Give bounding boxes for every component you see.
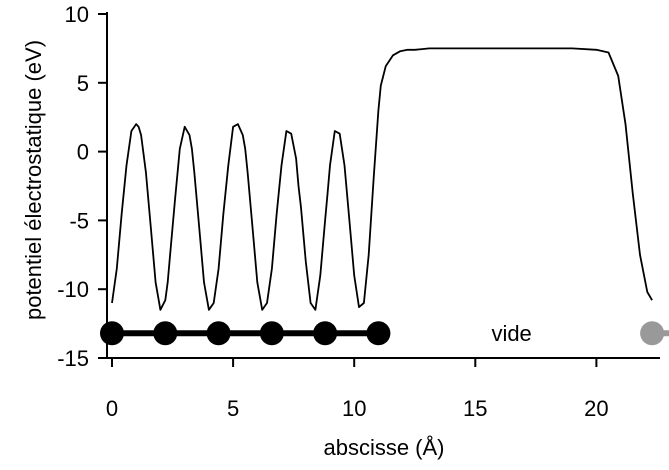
y-axis-title: potentiel électrostatique (eV) — [21, 40, 46, 320]
atom-marker — [206, 321, 231, 346]
y-tick-label: 10 — [65, 2, 89, 27]
y-tick-label: -10 — [57, 277, 89, 302]
x-tick-label: 15 — [463, 396, 487, 421]
plot-area: -15 -10 -5 0 5 10 0 5 10 15 20 vide — [57, 2, 669, 421]
x-tick-label: 10 — [342, 396, 366, 421]
y-tick-label: -15 — [57, 346, 89, 371]
vacuum-atom-marker — [640, 321, 665, 346]
x-tick-label: 20 — [584, 396, 608, 421]
x-tick-label: 5 — [227, 396, 239, 421]
atom-marker — [100, 321, 124, 346]
atom-marker — [153, 321, 178, 346]
series-line — [111, 47, 653, 311]
annotation-label: vide — [491, 321, 531, 346]
y-tick-label: 0 — [77, 140, 89, 165]
y-tick-label: 5 — [77, 71, 89, 96]
x-tick-label: 0 — [106, 396, 118, 421]
x-axis-title: abscisse (Å) — [323, 435, 444, 460]
atom-marker — [313, 321, 338, 346]
y-tick-label: -5 — [69, 208, 89, 233]
atom-marker — [366, 321, 391, 346]
atom-marker — [259, 321, 284, 346]
